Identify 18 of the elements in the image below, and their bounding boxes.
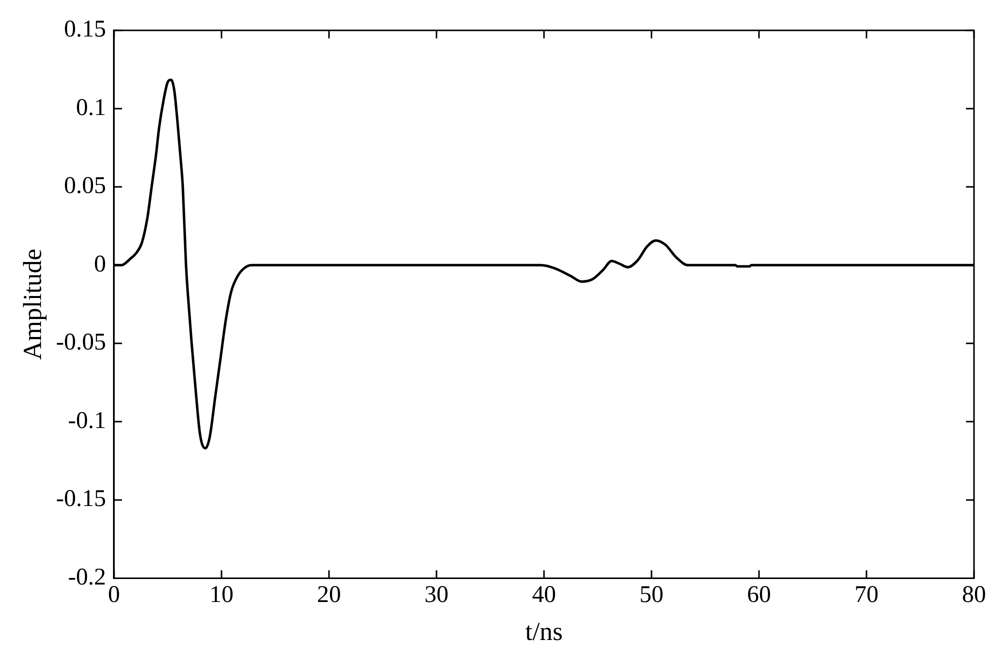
y-tick-label: 0 [94,251,106,278]
x-tick-label: 60 [747,582,771,608]
y-tick-label: -0.2 [68,564,106,590]
x-axis-title: t/ns [525,616,563,646]
y-tick-label: -0.1 [68,408,106,434]
y-tick-label: 0.15 [64,16,106,43]
x-tick-label: 40 [532,582,556,608]
y-tick-label: -0.05 [56,330,106,356]
x-tick-label: 10 [209,582,234,608]
x-tick-label: 30 [424,582,448,608]
y-tick-label: 0.1 [76,94,106,121]
x-tick-label: 50 [639,582,664,608]
y-tick-label: -0.15 [56,486,106,512]
y-axis-title: Amplitude [18,248,47,360]
y-tick-label: 0.05 [64,173,106,200]
x-tick-label: 80 [962,582,986,608]
x-tick-label: 20 [316,582,341,608]
x-tick-label: 70 [854,582,878,608]
